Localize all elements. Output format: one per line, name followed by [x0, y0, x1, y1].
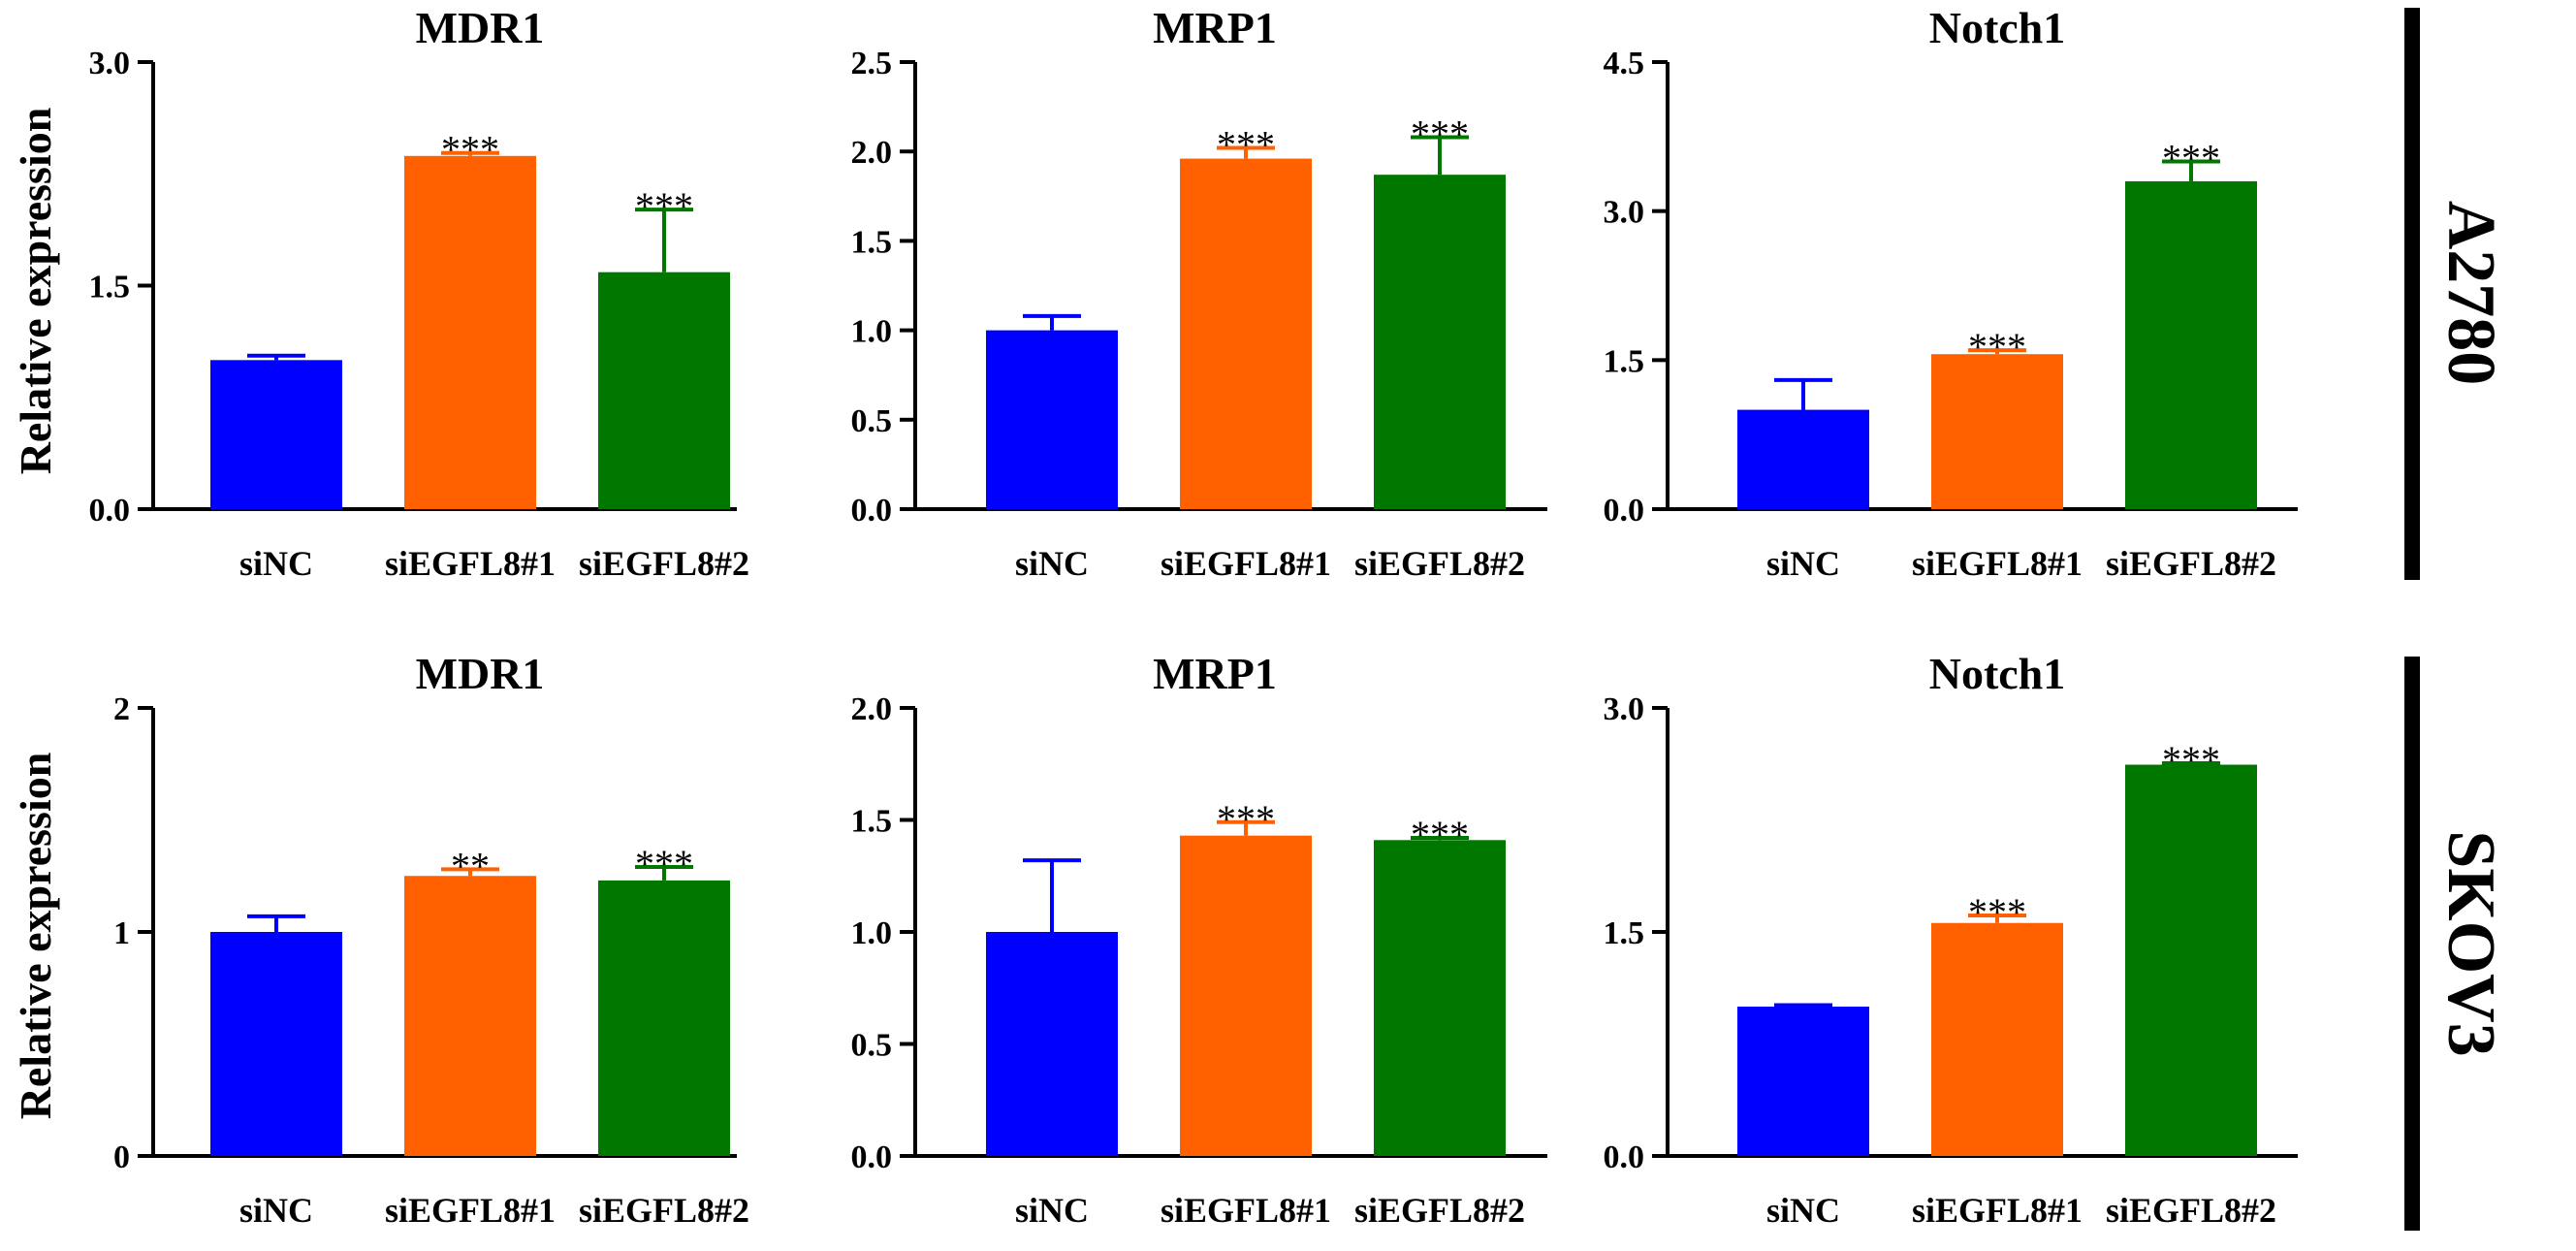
significance-label: *** — [1217, 797, 1275, 841]
bar-sinc — [1737, 409, 1869, 509]
bar-siegfl8-1 — [1180, 835, 1312, 1156]
bar-sinc — [986, 330, 1118, 509]
x-category-label: siNC — [239, 1191, 313, 1230]
y-axis-label: Relative expression — [11, 108, 60, 475]
chart-panel-a2780-notch1: Notch1 0.0 1.5 3.0 4.5 siNC *** siEGFL8#1 *** siE… — [1604, 3, 2298, 583]
significance-label: *** — [2162, 136, 2220, 179]
significance-label: *** — [1411, 813, 1469, 856]
x-category-label: siEGFL8#1 — [1161, 544, 1331, 583]
y-tick-label: 1.5 — [89, 270, 131, 305]
significance-label: *** — [1968, 890, 2026, 934]
bar-siegfl8-1 — [1180, 158, 1312, 510]
x-category-label: siEGFL8#1 — [1161, 1191, 1331, 1230]
x-category-label: siEGFL8#2 — [579, 544, 749, 583]
significance-label: *** — [2162, 738, 2220, 782]
y-tick-label: 1.5 — [851, 224, 893, 260]
y-tick-label: 0.0 — [1604, 493, 1645, 529]
bar-siegfl8-2 — [2125, 180, 2257, 509]
y-tick-label: 3.0 — [1604, 195, 1645, 231]
y-tick-label: 1.0 — [851, 915, 893, 951]
chart-panel-skov3-notch1: Notch1 0.0 1.5 3.0 siNC *** siEGFL8#1 *** siEGFL… — [1604, 649, 2298, 1230]
x-category-label: siEGFL8#2 — [2106, 1191, 2276, 1230]
bar-siegfl8-1 — [404, 876, 536, 1156]
chart-title: MDR1 — [416, 649, 545, 698]
bar-siegfl8-2 — [598, 880, 730, 1156]
row-label-a2780: A2780 — [2433, 201, 2508, 386]
y-tick-label: 1.5 — [1604, 915, 1645, 951]
x-category-label: siEGFL8#1 — [385, 544, 556, 583]
y-tick-label: 0.0 — [89, 493, 131, 529]
y-tick-label: 2.0 — [851, 691, 893, 727]
y-tick-label: 4.5 — [1604, 46, 1645, 81]
bar-siegfl8-2 — [1374, 840, 1506, 1156]
x-category-label: siEGFL8#2 — [2106, 544, 2276, 583]
y-tick-label: 2.0 — [851, 135, 893, 171]
bar-siegfl8-2 — [598, 272, 730, 509]
y-tick-label: 3.0 — [89, 46, 131, 81]
chart-panel-skov3-mrp1: MRP1 0.0 0.5 1.0 1.5 2.0 siNC *** siEGFL8#1 *** si… — [851, 649, 1547, 1230]
y-tick-label: 1.5 — [851, 804, 893, 840]
bar-sinc — [210, 932, 342, 1156]
y-axis-label: Relative expression — [11, 753, 60, 1120]
bar-sinc — [1737, 1007, 1869, 1156]
y-tick-label: 3.0 — [1604, 691, 1645, 727]
bar-sinc — [986, 932, 1118, 1156]
y-tick-label: 0.5 — [851, 403, 893, 439]
chart-panel-skov3-mdr1: MDR1 Relative expression 0 1 2 siNC ** siEGFL8#… — [11, 649, 749, 1230]
x-category-label: siNC — [1766, 1191, 1840, 1230]
y-tick-label: 0.5 — [851, 1028, 893, 1064]
chart-title: Notch1 — [1929, 649, 2066, 698]
y-tick-label: 1.0 — [851, 314, 893, 350]
row-bar-a2780 — [2404, 8, 2420, 580]
bar-siegfl8-1 — [1931, 354, 2063, 509]
x-category-label: siEGFL8#2 — [1354, 544, 1525, 583]
chart-title: MRP1 — [1153, 649, 1277, 698]
significance-label: *** — [1411, 112, 1469, 155]
y-tick-label: 1.5 — [1604, 343, 1645, 379]
significance-label: *** — [635, 184, 693, 228]
x-category-label: siEGFL8#2 — [1354, 1191, 1525, 1230]
bar-siegfl8-1 — [404, 155, 536, 509]
significance-label: *** — [1217, 123, 1275, 167]
x-category-label: siEGFL8#1 — [1912, 1191, 2083, 1230]
bar-siegfl8-1 — [1931, 922, 2063, 1156]
y-tick-label: 0.0 — [851, 1139, 893, 1175]
significance-label: *** — [635, 842, 693, 885]
x-category-label: siNC — [1015, 544, 1089, 583]
chart-title: MDR1 — [416, 3, 545, 52]
row-bar-skov3 — [2404, 657, 2420, 1231]
x-category-label: siNC — [1015, 1191, 1089, 1230]
significance-label: *** — [441, 128, 499, 172]
chart-panel-a2780-mrp1: MRP1 0.0 0.5 1.0 1.5 2.0 2.5 siNC *** siEGFL8#1 **… — [851, 3, 1547, 583]
y-tick-label: 0.0 — [851, 493, 893, 529]
chart-title: MRP1 — [1153, 3, 1277, 52]
y-tick-label: 2.5 — [851, 46, 893, 81]
y-tick-label: 0.0 — [1604, 1139, 1645, 1175]
x-category-label: siEGFL8#1 — [1912, 544, 2083, 583]
chart-title: Notch1 — [1929, 3, 2066, 52]
y-tick-label: 1 — [113, 915, 130, 951]
x-category-label: siNC — [1766, 544, 1840, 583]
chart-panels: MDR1 Relative expression 0.0 1.5 3.0 siNC *** s… — [11, 3, 2298, 1230]
y-tick-label: 0 — [113, 1139, 130, 1175]
chart-panel-a2780-mdr1: MDR1 Relative expression 0.0 1.5 3.0 siNC *** s… — [11, 3, 749, 583]
bar-siegfl8-2 — [2125, 764, 2257, 1156]
bar-siegfl8-2 — [1374, 175, 1506, 509]
bar-sinc — [210, 360, 342, 509]
row-label-skov3: SKOV3 — [2433, 830, 2508, 1056]
significance-label: *** — [1968, 325, 2026, 369]
y-tick-label: 2 — [113, 691, 130, 727]
x-category-label: siEGFL8#1 — [385, 1191, 556, 1230]
significance-label: ** — [451, 844, 490, 887]
x-category-label: siNC — [239, 544, 313, 583]
x-category-label: siEGFL8#2 — [579, 1191, 749, 1230]
